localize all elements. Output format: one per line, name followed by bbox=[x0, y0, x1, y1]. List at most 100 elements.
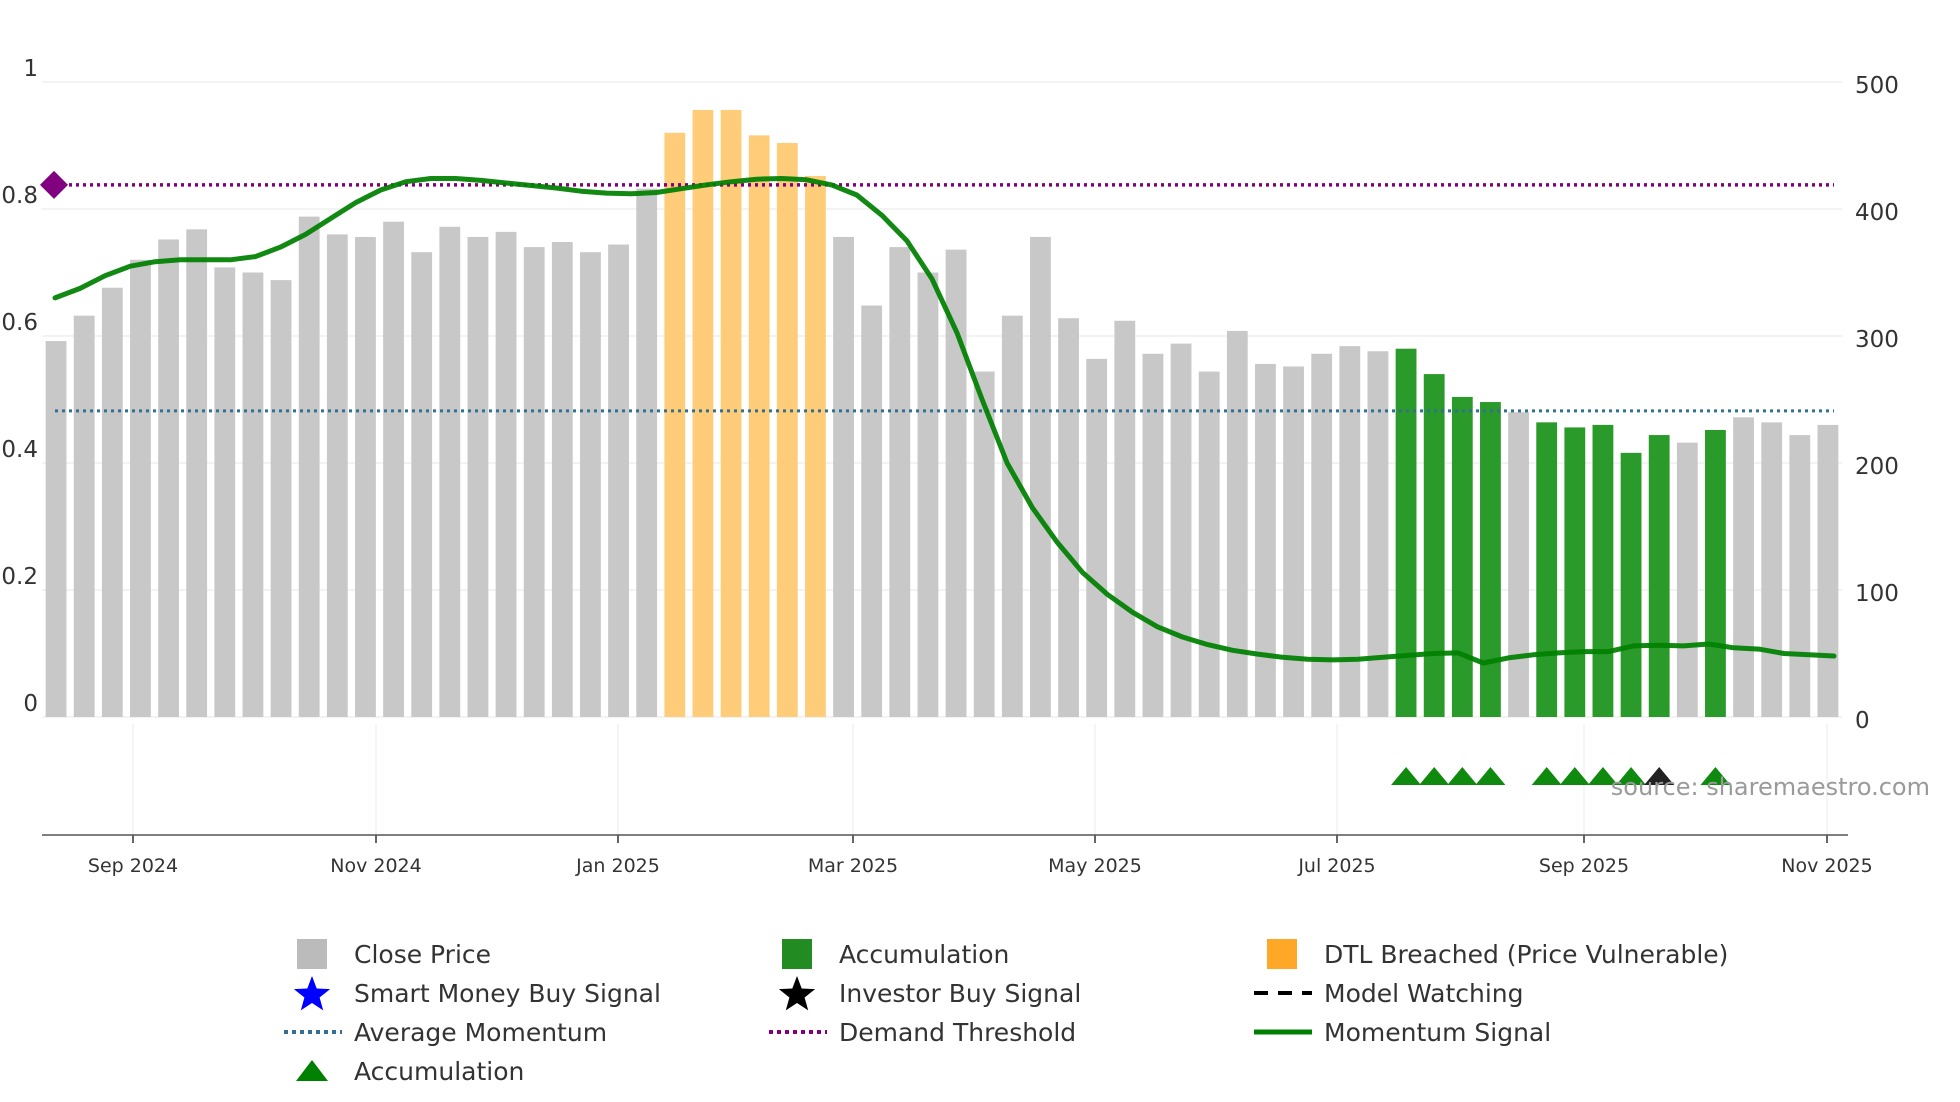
legend-swatch-star bbox=[778, 976, 816, 1011]
accumulation-bar bbox=[1423, 374, 1445, 717]
accumulation-bar bbox=[1480, 402, 1501, 717]
legend-label: Smart Money Buy Signal bbox=[354, 979, 661, 1008]
accumulation-signal-triangle bbox=[1587, 767, 1618, 785]
y-right-tick-label: 0 bbox=[1855, 708, 1870, 734]
close-price-bar bbox=[833, 236, 854, 717]
close-price-bar bbox=[1676, 442, 1698, 717]
close-price-bar bbox=[1367, 351, 1389, 717]
close-price-bar bbox=[1311, 353, 1333, 717]
close-price-bar bbox=[214, 267, 236, 717]
signal-markers bbox=[1391, 767, 1731, 785]
legend-label: Model Watching bbox=[1324, 979, 1524, 1008]
close-price-bar bbox=[1733, 417, 1754, 717]
close-price-bar bbox=[326, 234, 348, 717]
close-price-bar bbox=[186, 229, 208, 717]
close-price-bar bbox=[1789, 435, 1811, 717]
legend-label: Average Momentum bbox=[354, 1018, 607, 1047]
close-price-bar bbox=[1198, 371, 1220, 717]
close-price-bar bbox=[1001, 315, 1023, 717]
close-price-bar bbox=[523, 247, 545, 717]
accumulation-bar bbox=[1705, 429, 1726, 717]
y-left-tick-label: 1 bbox=[23, 56, 38, 82]
x-tick-label: Jul 2025 bbox=[1297, 855, 1375, 877]
close-price-bar bbox=[917, 272, 939, 717]
close-price-bar bbox=[439, 226, 461, 717]
legend-swatch-square bbox=[297, 939, 327, 969]
close-price-bar bbox=[1761, 422, 1783, 717]
x-tick-label: Sep 2025 bbox=[1539, 855, 1629, 877]
dtl-breached-bar bbox=[692, 109, 714, 717]
close-price-bar bbox=[861, 305, 883, 717]
y-right-tick-label: 500 bbox=[1855, 73, 1899, 99]
accumulation-signal-triangle bbox=[1419, 767, 1450, 785]
dtl-breached-bar bbox=[664, 132, 686, 718]
legend-swatch-star bbox=[293, 976, 331, 1011]
close-price-bar bbox=[1030, 236, 1051, 717]
legend-swatch-square bbox=[782, 939, 812, 969]
close-price-bar bbox=[1226, 330, 1248, 717]
axes: 0 0.2 0.4 0.6 0.8 1 0 100 200 300 400 500 Sep 2024 No… bbox=[1, 56, 1898, 877]
accumulation-bar bbox=[1536, 422, 1558, 717]
close-price-bar bbox=[1142, 353, 1164, 717]
accumulation-bar bbox=[1395, 348, 1417, 717]
close-price-bar bbox=[158, 239, 179, 718]
accumulation-bar bbox=[1564, 427, 1586, 717]
x-tick-label: Mar 2025 bbox=[808, 855, 898, 877]
legend: Close Price Accumulation DTL Breached (Pri… bbox=[284, 939, 1728, 1086]
close-price-bar bbox=[1170, 343, 1192, 717]
close-price-bar bbox=[608, 244, 629, 717]
legend-swatch-triangle bbox=[296, 1060, 328, 1081]
close-price-bar bbox=[495, 231, 517, 718]
accumulation-signal-triangle bbox=[1559, 767, 1590, 785]
close-price-bar bbox=[270, 280, 292, 717]
close-price-bar bbox=[1058, 318, 1079, 717]
source-label: source: sharemaestro.com bbox=[1611, 773, 1930, 801]
accumulation-signal-triangle bbox=[1700, 767, 1731, 785]
close-price-bar bbox=[973, 371, 995, 717]
x-tick-label: Jan 2025 bbox=[575, 855, 660, 877]
y-left-tick-label: 0.2 bbox=[1, 564, 38, 590]
y-right-tick-label: 400 bbox=[1855, 200, 1899, 226]
close-price-bar bbox=[945, 249, 967, 717]
dtl-breached-bar bbox=[720, 109, 742, 717]
close-price-bar bbox=[101, 287, 123, 717]
legend-label: Close Price bbox=[354, 940, 491, 969]
dtl-breached-bar bbox=[776, 142, 798, 717]
accumulation-signal-triangle bbox=[1616, 767, 1647, 785]
accumulation-bar bbox=[1592, 424, 1614, 717]
y-right-tick-label: 100 bbox=[1855, 581, 1899, 607]
legend-label: Momentum Signal bbox=[1324, 1018, 1551, 1047]
close-price-bar bbox=[1086, 358, 1108, 717]
y-left-tick-label: 0.4 bbox=[1, 437, 38, 463]
dtl-breached-bar bbox=[748, 135, 770, 718]
close-price-bar bbox=[130, 259, 151, 717]
legend-label: Accumulation bbox=[354, 1057, 524, 1086]
close-price-bar bbox=[636, 188, 658, 717]
momentum-signal-line bbox=[52, 176, 1837, 666]
y-left-tick-label: 0 bbox=[23, 691, 38, 717]
accumulation-signal-triangle bbox=[1475, 767, 1506, 785]
close-price-bar bbox=[1283, 366, 1304, 717]
demand-threshold-marker bbox=[40, 170, 68, 199]
accumulation-bar bbox=[1648, 435, 1670, 717]
accumulation-signal-triangle bbox=[1531, 767, 1562, 785]
x-tick-label: Nov 2025 bbox=[1781, 855, 1872, 877]
y-left-tick-label: 0.6 bbox=[1, 310, 38, 336]
close-price-bar bbox=[1817, 424, 1839, 717]
legend-swatch-square bbox=[1267, 939, 1297, 969]
y-left-tick-label: 0.8 bbox=[1, 183, 38, 209]
close-price-bar bbox=[889, 247, 911, 717]
line-series bbox=[40, 170, 1837, 666]
close-price-bar bbox=[467, 236, 489, 717]
legend-label: Investor Buy Signal bbox=[839, 979, 1081, 1008]
close-price-bar bbox=[355, 236, 376, 717]
y-right-tick-label: 300 bbox=[1855, 327, 1899, 353]
close-price-bar bbox=[580, 252, 601, 717]
x-tick-label: May 2025 bbox=[1048, 855, 1142, 877]
accumulation-signal-triangle bbox=[1391, 767, 1422, 785]
legend-label: Accumulation bbox=[839, 940, 1009, 969]
accumulation-bar bbox=[1620, 452, 1642, 717]
dtl-breached-bar bbox=[805, 175, 826, 718]
bar-series bbox=[45, 109, 1839, 718]
